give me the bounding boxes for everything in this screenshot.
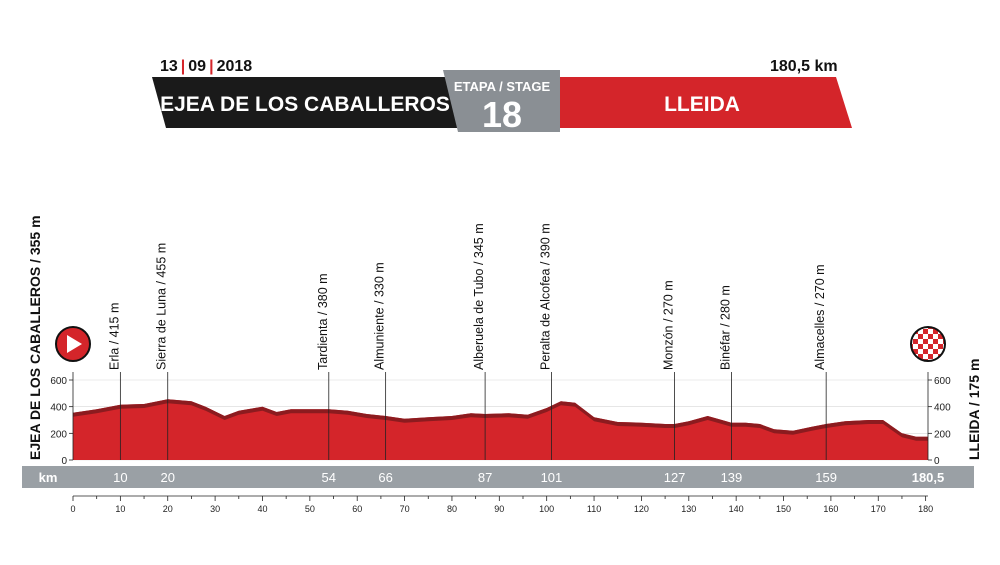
km-bar-title: km	[39, 470, 58, 485]
km-bar-label: 20	[161, 470, 175, 485]
elevation-area	[73, 399, 928, 460]
x-tick-label: 120	[634, 504, 649, 514]
km-bar-label: 66	[378, 470, 392, 485]
waypoint-label: Erla / 415 m	[107, 303, 121, 370]
checker-square	[943, 329, 945, 334]
y-tick-label: 600	[934, 376, 951, 387]
x-tick-label: 50	[305, 504, 315, 514]
checker-square	[918, 334, 923, 339]
x-tick-label: 90	[494, 504, 504, 514]
km-bar-label: 10	[113, 470, 127, 485]
y-tick-label: 400	[934, 403, 951, 414]
checker-square	[911, 327, 913, 329]
x-tick-label: 170	[871, 504, 886, 514]
checker-square	[938, 327, 943, 329]
checker-square	[938, 334, 943, 339]
date-month: 09	[188, 58, 207, 75]
waypoint-label: Sierra de Luna / 455 m	[155, 243, 169, 370]
x-tick-label: 70	[400, 504, 410, 514]
checker	[911, 327, 945, 361]
checker-square	[938, 344, 943, 349]
checker-square	[923, 329, 928, 334]
x-tick-label: 20	[163, 504, 173, 514]
checker-square	[913, 359, 918, 361]
x-tick-label: 140	[729, 504, 744, 514]
waypoint-lines: Erla / 415 m Sierra de Luna / 455 m Tardie…	[107, 223, 827, 460]
y-tick-label: 200	[50, 429, 67, 440]
start-city: EJEA DE LOS CABALLEROS	[160, 93, 450, 116]
stage-box	[443, 70, 560, 132]
y-tick-label: 600	[50, 376, 67, 387]
y-tick-label: 0	[934, 456, 940, 467]
waypoint-label: Alberuela de Tubo / 345 m	[472, 223, 486, 370]
stage-label: ETAPA / STAGE	[454, 79, 551, 94]
stage-banner: EJEA DE LOS CABALLEROS LLEIDA ETAPA / ST…	[152, 70, 852, 135]
x-tick-label: 150	[776, 504, 791, 514]
km-bar-labels: 10 20 54 66 87 101 127 139 159 180,5	[113, 470, 944, 485]
stage-number: 18	[482, 94, 522, 135]
x-tick-label: 160	[823, 504, 838, 514]
waypoint-label: Monzón / 270 m	[662, 280, 676, 370]
checker-square	[928, 344, 933, 349]
x-tick-label: 130	[681, 504, 696, 514]
finish-location-label: LLEIDA / 175 m	[966, 359, 982, 460]
km-bar-label: 180,5	[912, 470, 945, 485]
stage-distance: 180,5 km	[770, 58, 838, 75]
date-day: 13	[160, 58, 178, 75]
km-bar	[22, 466, 974, 488]
finish-ring	[910, 326, 946, 362]
checker-square	[923, 349, 928, 354]
waypoint-label: Almacelles / 270 m	[813, 264, 827, 370]
checker-square	[928, 354, 933, 359]
x-tick-label: 100	[539, 504, 554, 514]
x-tick-label: 60	[352, 504, 362, 514]
waypoint-label: Almuniente / 330 m	[373, 262, 387, 370]
checker-square	[913, 349, 918, 354]
checker-square	[911, 354, 913, 359]
stage-date: 13 | 09 | 2018	[160, 58, 252, 76]
date-separator: |	[180, 58, 186, 75]
checker-square	[933, 339, 938, 344]
checker-square	[933, 329, 938, 334]
y-tick-label: 0	[61, 456, 67, 467]
km-bar-label: 54	[322, 470, 336, 485]
finish-city: LLEIDA	[664, 93, 740, 116]
x-tick-label: 30	[210, 504, 220, 514]
checker-square	[923, 339, 928, 344]
x-tick-label: 10	[115, 504, 125, 514]
checker-square	[933, 349, 938, 354]
km-scale: 0 10 20 30 40 50 60 70 80 90 100 110 120 130 140 150 160…	[70, 495, 933, 514]
elevation-ridge-shade	[73, 399, 928, 441]
x-tick-label: 0	[70, 504, 75, 514]
checker-square	[913, 339, 918, 344]
y-tick-label: 400	[50, 403, 67, 414]
x-tick-label: 80	[447, 504, 457, 514]
x-tick-label: 180	[918, 504, 933, 514]
start-location-label: EJEA DE LOS CABALLEROS / 355 m	[27, 215, 43, 460]
x-tick-label: 110	[587, 504, 601, 514]
start-icon	[55, 326, 91, 362]
finish-flag-icon	[910, 326, 946, 362]
checker-square	[918, 354, 923, 359]
waypoint-label: Binéfar / 280 m	[718, 285, 732, 370]
checker-square	[943, 359, 945, 361]
date-year: 2018	[216, 58, 253, 75]
km-bar-label: 101	[541, 470, 563, 485]
waypoint-label: Tardienta / 380 m	[316, 273, 330, 370]
start-banner	[152, 77, 458, 128]
km-bar-label: 87	[478, 470, 492, 485]
checker-square	[928, 334, 933, 339]
checker-square	[918, 344, 923, 349]
date-separator: |	[209, 58, 214, 75]
y-tick-label: 200	[934, 429, 951, 440]
km-bar-label: 127	[664, 470, 686, 485]
km-bar-label: 159	[815, 470, 837, 485]
elevation-axes: 0 200 400 600 0 200 400 600	[50, 372, 951, 467]
km-bar-label: 139	[721, 470, 743, 485]
finish-banner	[548, 77, 852, 128]
waypoint-label: Peralta de Alcofea / 390 m	[538, 223, 552, 370]
x-tick-label: 40	[257, 504, 267, 514]
